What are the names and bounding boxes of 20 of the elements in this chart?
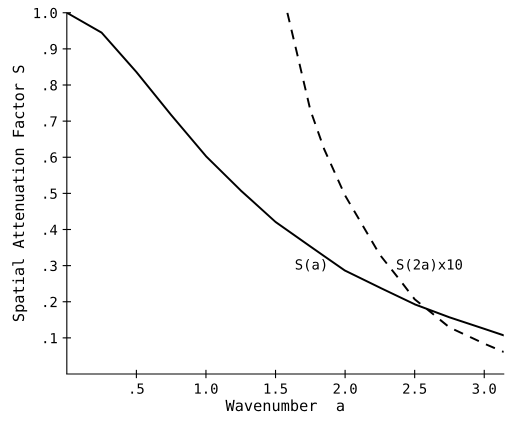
y-tick-label: .6 (44, 152, 57, 163)
x-tick-label: 1.0 (195, 383, 218, 394)
y-tick-label: .2 (44, 296, 57, 308)
y-tick-label: .4 (44, 224, 58, 235)
x-tick-label: .5 (131, 384, 144, 394)
x-tick-label: 2.5 (403, 383, 426, 394)
y-tick-label: .7 (44, 116, 57, 126)
x-tick-label: 3.0 (472, 383, 496, 394)
y-tick-label: .3 (44, 260, 57, 272)
y-tick-label: 1.0 (34, 8, 57, 18)
series-label: S(2a)x10 (396, 258, 462, 272)
y-tick-label: .9 (44, 44, 57, 54)
x-axis-title: Wavenumber a (225, 399, 344, 412)
y-axis-title: Spatial Attenuation Factor S (12, 66, 28, 322)
y-tick-label: .1 (44, 333, 57, 344)
x-tick-label: 2.0 (334, 383, 357, 394)
y-tick-label: .5 (44, 188, 57, 199)
series-label: S(a) (296, 258, 326, 272)
x-tick-label: 1.5 (264, 384, 287, 394)
y-tick-label: .8 (44, 80, 57, 91)
